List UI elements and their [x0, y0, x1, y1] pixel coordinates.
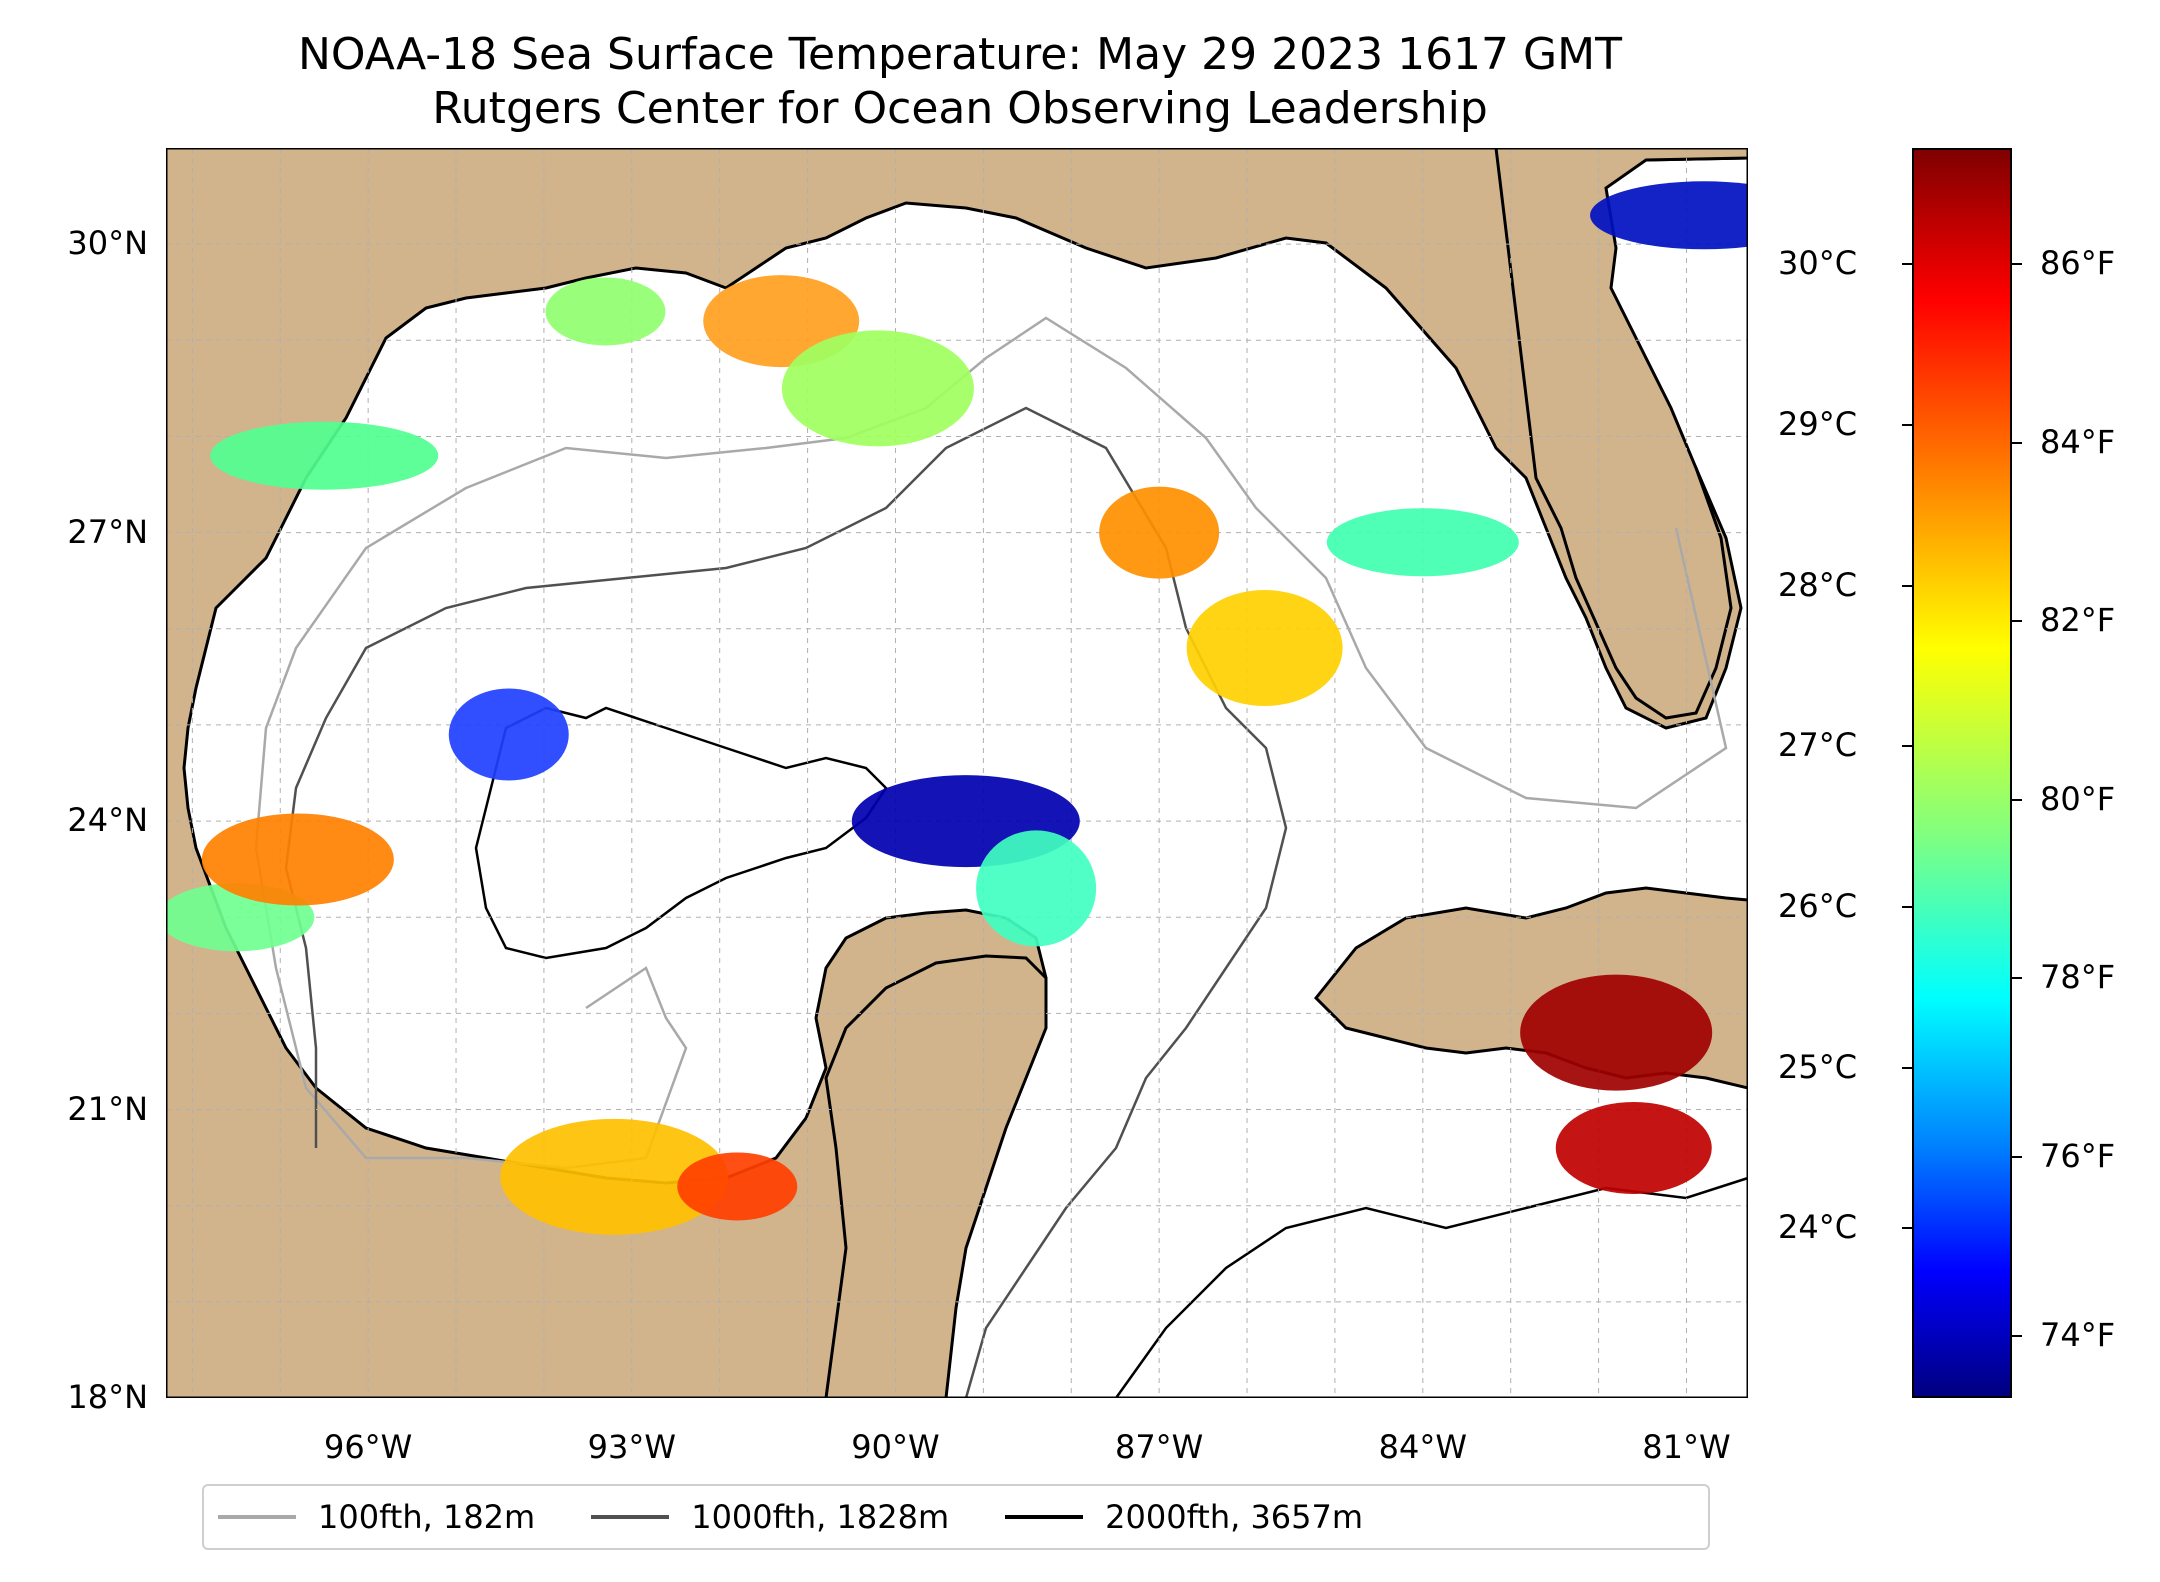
legend-line-swatch: [1005, 1515, 1084, 1519]
colorbar-tick-c: [1902, 263, 1912, 266]
colorbar-tick-f: [2012, 620, 2022, 623]
colorbar-tick-f: [2012, 263, 2022, 266]
colorbar-tick-f: [2012, 1155, 2022, 1158]
colorbar-label-f: 74°F: [2040, 1315, 2116, 1354]
lat-tick-label: 30°N: [67, 224, 148, 263]
contour-2000fth: [474, 706, 888, 960]
legend-line-swatch: [591, 1515, 670, 1519]
colorbar-label-f: 80°F: [2040, 779, 2116, 818]
colorbar-tick-f: [2012, 977, 2022, 980]
map-panel: [166, 148, 1748, 1398]
lat-tick-label: 24°N: [67, 801, 148, 840]
colorbar-label-f: 76°F: [2040, 1136, 2116, 1175]
sst-patch: [1590, 181, 1748, 250]
lon-tick-label: 90°W: [851, 1428, 940, 1466]
legend-line-swatch: [218, 1515, 296, 1519]
map-gridlines: [166, 148, 1748, 1398]
sst-patch: [1555, 1102, 1712, 1194]
colorbar-label-f: 82°F: [2040, 601, 2116, 640]
legend-label: 2000fth, 3657m: [1105, 1498, 1364, 1536]
temperature-colorbar: [1912, 148, 2012, 1398]
contour-1000fth: [284, 406, 1288, 1398]
chart-subtitle: Rutgers Center for Ocean Observing Leade…: [432, 83, 1488, 134]
sst-patch: [1326, 508, 1519, 577]
sst-patch: [201, 813, 394, 906]
lon-tick-label: 93°W: [587, 1428, 676, 1466]
sst-patch: [448, 688, 569, 781]
colorbar-tick-c: [1902, 1066, 1912, 1069]
bathymetry-legend: 100fth, 182m 1000fth, 1828m 2000fth, 3657m: [202, 1484, 1710, 1550]
colorbar-label-c: 28°C: [1778, 565, 1858, 604]
colorbar-tick-c: [1902, 584, 1912, 587]
colorbar-tick-c: [1902, 745, 1912, 748]
lat-tick-label: 27°N: [67, 512, 148, 551]
lon-tick-label: 87°W: [1114, 1428, 1204, 1466]
land-yucatan: [824, 954, 1048, 1398]
sst-patch: [1186, 590, 1343, 706]
sst-patch: [210, 421, 439, 490]
legend-item: 2000fth, 3657m: [1005, 1498, 1363, 1536]
lon-tick-label: 96°W: [323, 1428, 413, 1466]
colorbar-label-f: 78°F: [2040, 958, 2116, 997]
land-masses: [166, 148, 1748, 1398]
colorbar-tick-f: [2012, 1334, 2022, 1337]
legend-item: 1000fth, 1828m: [591, 1498, 949, 1536]
colorbar-label-c: 27°C: [1778, 726, 1858, 765]
colorbar-label-c: 25°C: [1778, 1047, 1858, 1086]
colorbar-label-c: 30°C: [1778, 244, 1858, 283]
colorbar-label-f: 86°F: [2040, 244, 2116, 283]
land-florida: [1494, 148, 1748, 720]
sst-patch: [781, 330, 974, 447]
colorbar-tick-c: [1902, 423, 1912, 426]
sst-patch: [545, 277, 666, 346]
colorbar-label-c: 24°C: [1778, 1208, 1858, 1247]
sst-patch: [500, 1118, 729, 1235]
sst-map: [166, 148, 1748, 1398]
lon-tick-label: 84°W: [1378, 1428, 1467, 1466]
colorbar-tick-c: [1902, 1227, 1912, 1230]
legend-label: 100fth, 182m: [318, 1498, 536, 1536]
colorbar-tick-f: [2012, 441, 2022, 444]
colorbar-label-c: 29°C: [1778, 404, 1858, 443]
lon-tick-label: 81°W: [1642, 1428, 1731, 1466]
legend-item: 100fth, 182m: [218, 1498, 535, 1536]
legend-label: 1000fth, 1828m: [691, 1498, 950, 1536]
sst-patch: [677, 1152, 798, 1221]
chart-title: NOAA-18 Sea Surface Temperature: May 29 …: [298, 29, 1622, 80]
sst-patch: [1520, 974, 1713, 1091]
colorbar-tick-f: [2012, 798, 2022, 801]
lat-tick-label: 21°N: [67, 1089, 148, 1128]
sst-patch: [976, 830, 1097, 947]
colorbar-label-f: 84°F: [2040, 422, 2116, 461]
sst-patches: [166, 181, 1748, 1235]
sst-patch: [1099, 486, 1220, 579]
lat-tick-label: 18°N: [67, 1378, 148, 1416]
colorbar-label-c: 26°C: [1778, 886, 1858, 925]
colorbar-tick-c: [1902, 905, 1912, 908]
